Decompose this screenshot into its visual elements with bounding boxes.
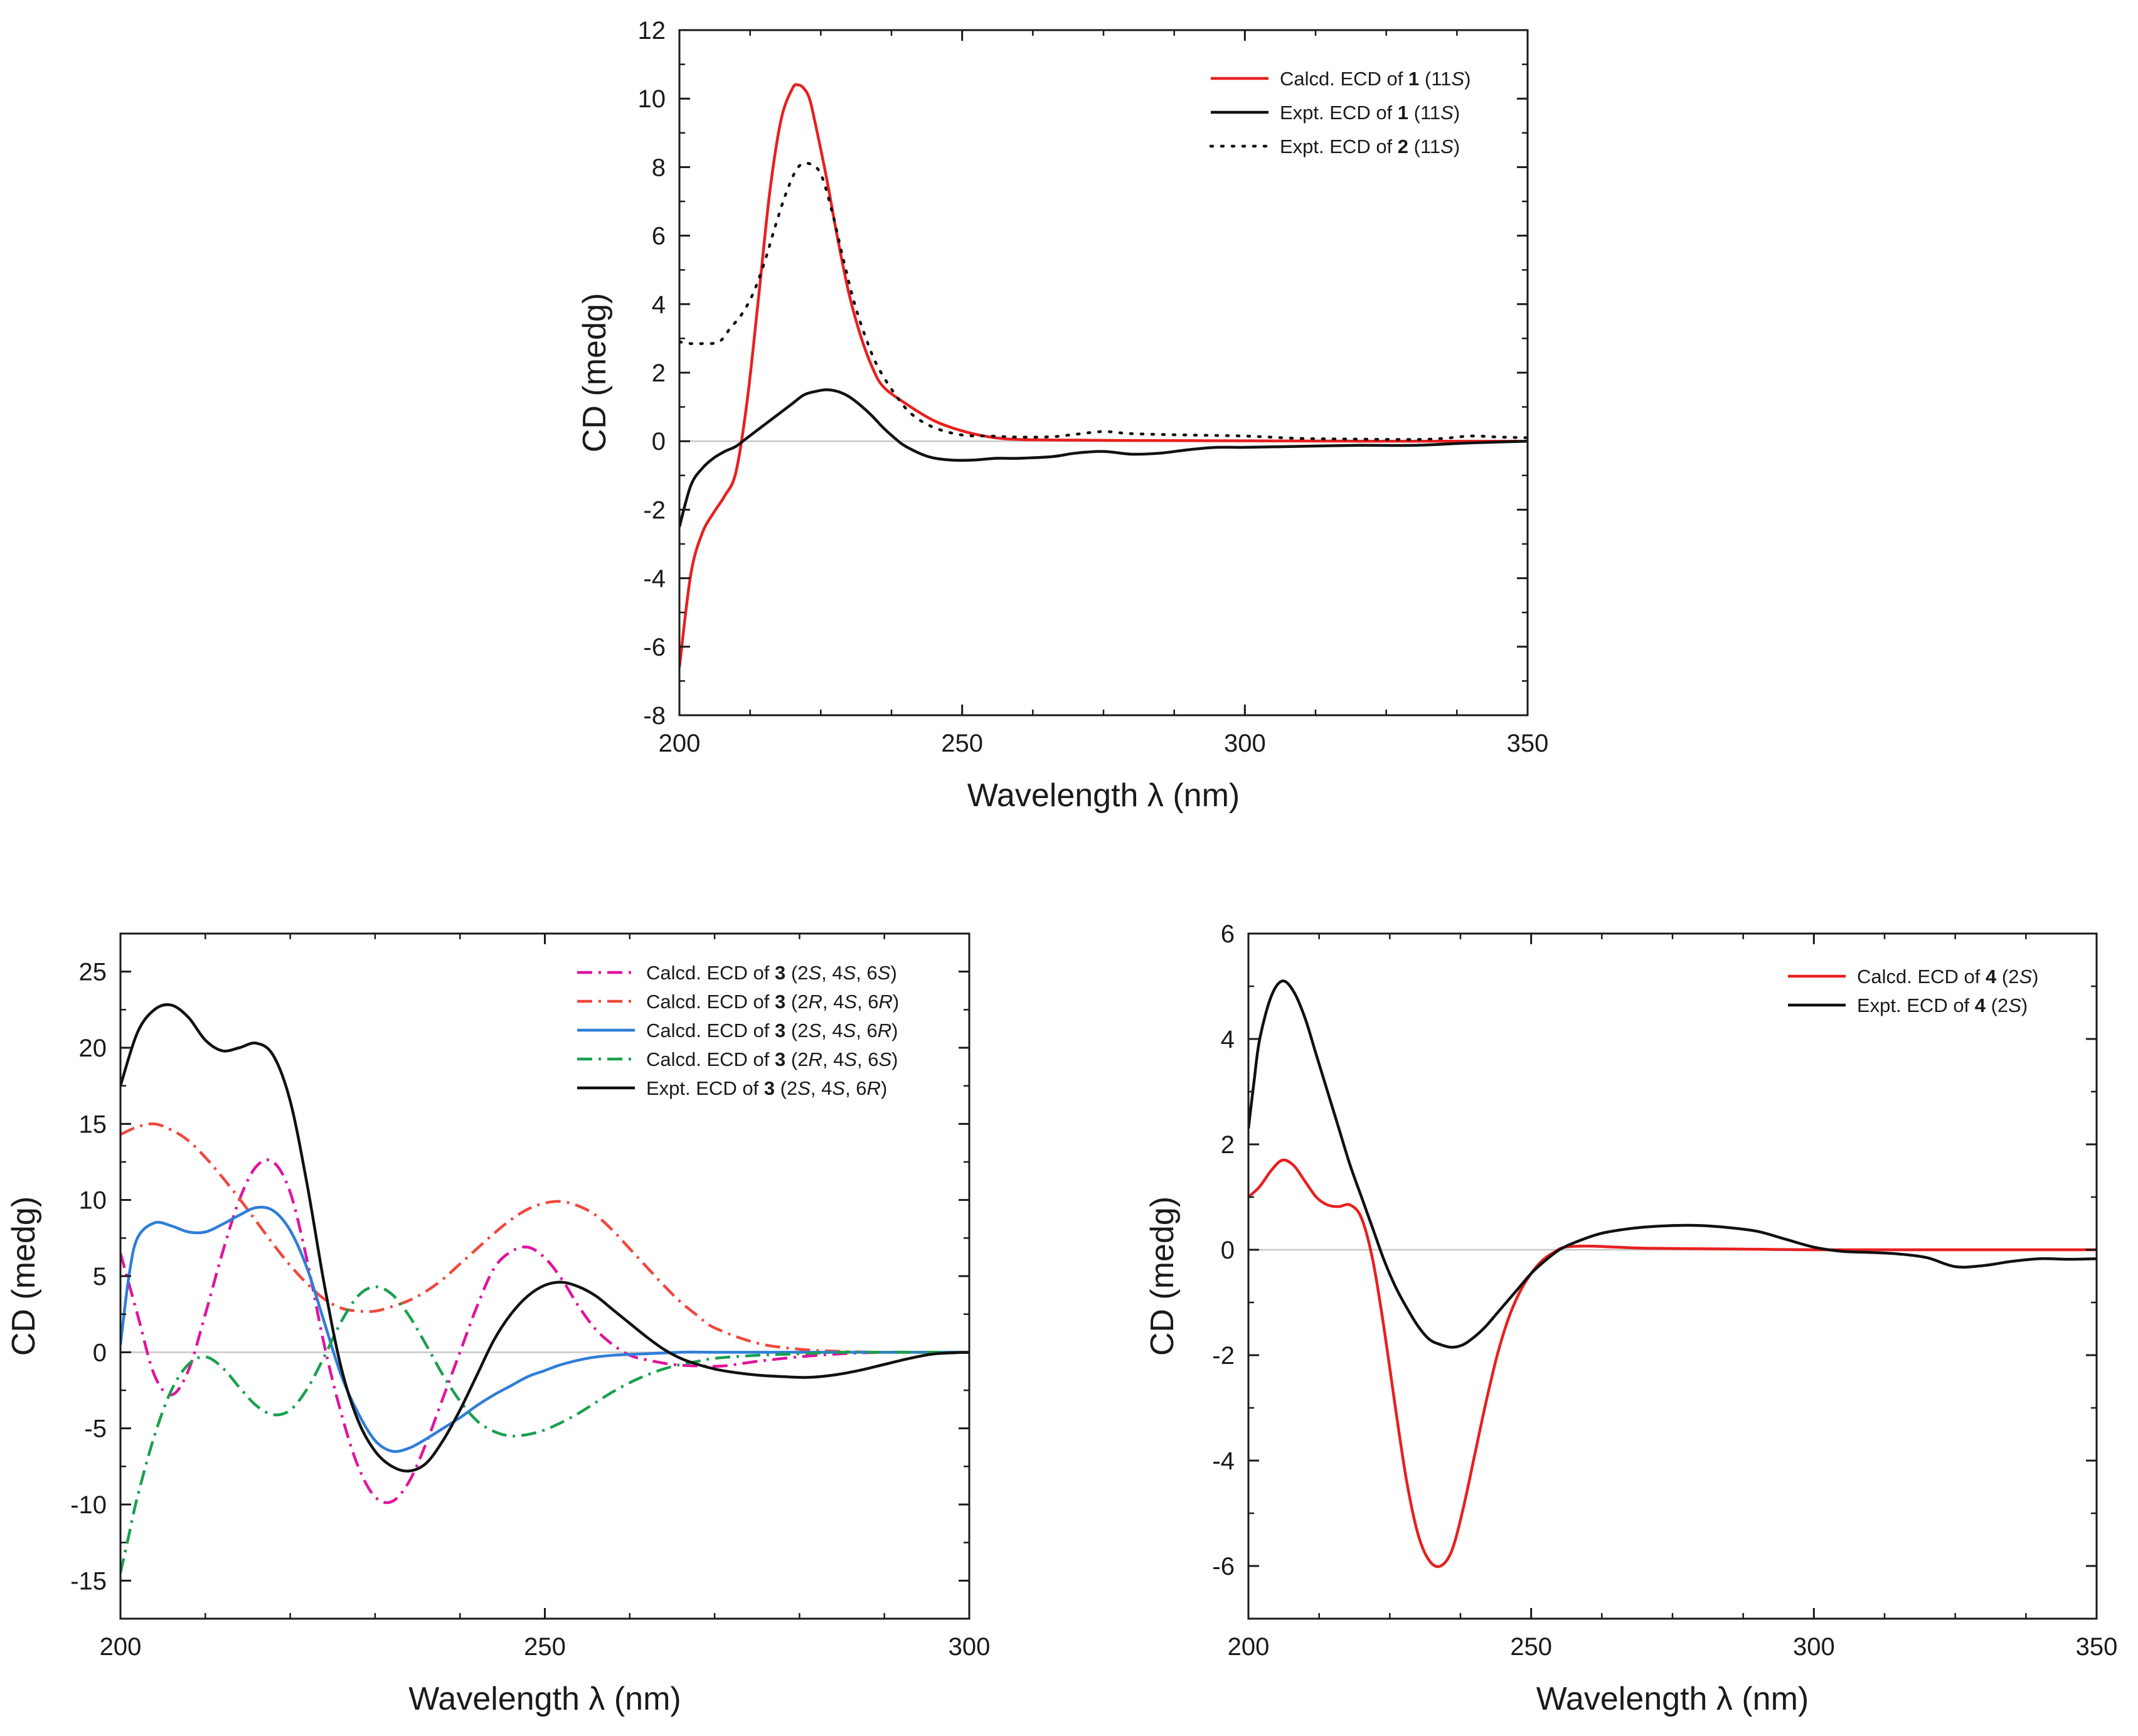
series-line-2 xyxy=(120,1122,969,1354)
y-tick-label: -4 xyxy=(643,565,666,593)
legend-label-1: Calcd. ECD of 3 (2S, 4S, 6S) xyxy=(646,962,897,984)
y-tick-label: 6 xyxy=(1221,920,1235,948)
x-tick-label: 250 xyxy=(524,1633,566,1661)
x-axis-title: Wavelength λ (nm) xyxy=(408,1681,681,1717)
legend-label-3: Expt. ECD of 2 (11S) xyxy=(1280,136,1460,157)
x-tick-label: 200 xyxy=(659,730,701,757)
y-tick-label: 10 xyxy=(638,85,666,113)
series-line-2 xyxy=(1248,979,2097,1349)
legend-label-2: Expt. ECD of 4 (2S) xyxy=(1857,994,2028,1016)
y-tick-label: 0 xyxy=(652,428,666,455)
y-tick-label: 20 xyxy=(79,1035,107,1062)
legend-label-1: Calcd. ECD of 1 (11S) xyxy=(1280,68,1471,90)
y-tick-label: 2 xyxy=(1221,1131,1235,1159)
plot-frame xyxy=(678,29,1529,716)
x-tick-label: 200 xyxy=(100,1633,142,1661)
series-line-4 xyxy=(120,1285,969,1574)
y-tick-label: 2 xyxy=(652,359,666,387)
y-tick-label: -4 xyxy=(1212,1447,1235,1475)
legend: Calcd. ECD of 3 (2S, 4S, 6S) Calcd. ECD o… xyxy=(577,962,899,1099)
x-tick-label: 250 xyxy=(1510,1633,1552,1661)
panel-2-ecd-compound-3: 200 250 300 -15 -10 -5 0 5 10 15 20 25 Wavelength λ … xyxy=(6,932,991,1717)
y-tick-label: 0 xyxy=(1221,1237,1235,1264)
x-axis-title: Wavelength λ (nm) xyxy=(967,777,1240,814)
x-tick-label: 350 xyxy=(2076,1633,2118,1661)
y-tick-label: -6 xyxy=(1212,1553,1235,1580)
y-tick-label: 8 xyxy=(652,154,666,181)
legend-label-2: Calcd. ECD of 3 (2R, 4S, 6R) xyxy=(646,991,899,1013)
legend: Calcd. ECD of 1 (11S) Expt. ECD of 1 (11S… xyxy=(1209,68,1471,157)
series-line-3 xyxy=(120,1205,969,1453)
x-tick-label: 300 xyxy=(949,1633,991,1661)
panel-1-ecd-compound-1-2: 200 250 300 350 -8 -6 -4 -2 0 2 4 6 8 10 12 Wavelength … xyxy=(577,17,1548,814)
y-tick-label: 25 xyxy=(79,959,107,986)
y-tick-label: -5 xyxy=(84,1415,107,1443)
legend-label-5: Expt. ECD of 3 (2S, 4S, 6R) xyxy=(646,1077,887,1099)
y-axis-title: CD (medg) xyxy=(1144,1196,1181,1356)
series-line-3 xyxy=(679,161,1528,441)
y-tick-label: 6 xyxy=(652,223,666,250)
legend-label-3: Calcd. ECD of 3 (2S, 4S, 6R) xyxy=(646,1020,898,1041)
y-tick-label: -6 xyxy=(643,634,666,661)
x-axis-title: Wavelength λ (nm) xyxy=(1536,1681,1809,1717)
legend-label-2: Expt. ECD of 1 (11S) xyxy=(1280,102,1460,124)
y-axis-title: CD (medg) xyxy=(577,293,613,452)
y-tick-label: 12 xyxy=(638,17,666,45)
y-tick-label: 15 xyxy=(79,1110,107,1138)
y-tick-label: -10 xyxy=(70,1491,107,1519)
legend-label-1: Calcd. ECD of 4 (2S) xyxy=(1857,966,2038,988)
y-axis-title: CD (medg) xyxy=(6,1196,42,1356)
y-tick-label: -8 xyxy=(643,702,666,730)
series-line-2 xyxy=(679,388,1528,528)
y-tick-label: 4 xyxy=(1221,1026,1235,1053)
series-line-1 xyxy=(1248,1158,2097,1568)
y-tick-label: -2 xyxy=(1212,1342,1235,1370)
y-tick-label: 4 xyxy=(652,291,666,319)
x-tick-label: 250 xyxy=(941,730,983,757)
series-line-1 xyxy=(679,83,1528,668)
series-line-5 xyxy=(120,1003,969,1472)
y-tick-label: 5 xyxy=(93,1263,107,1291)
legend: Calcd. ECD of 4 (2S) Expt. ECD of 4 (2S) xyxy=(1788,966,2038,1016)
x-tick-label: 300 xyxy=(1793,1633,1835,1661)
y-tick-label: -15 xyxy=(70,1567,107,1595)
x-tick-label: 350 xyxy=(1507,730,1549,757)
y-tick-label: 0 xyxy=(93,1339,107,1366)
x-tick-label: 200 xyxy=(1228,1633,1270,1661)
x-tick-label: 300 xyxy=(1224,730,1266,757)
legend-label-4: Calcd. ECD of 3 (2R, 4S, 6S) xyxy=(646,1048,898,1070)
panel-3-ecd-compound-4: 200 250 300 350 -6 -4 -2 0 2 4 6 Wavelength λ (nm) C… xyxy=(1144,920,2117,1717)
y-tick-label: -2 xyxy=(643,496,666,524)
y-tick-label: 10 xyxy=(79,1187,107,1215)
series-line-1 xyxy=(120,1158,969,1504)
